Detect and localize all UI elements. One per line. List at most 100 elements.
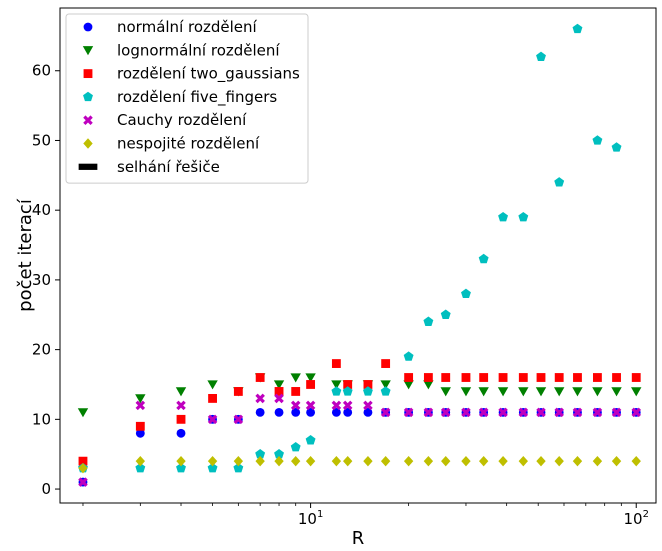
- data-point: [423, 407, 434, 418]
- legend: normální rozdělení lognormální rozdělení r…: [65, 13, 309, 184]
- data-point: [536, 455, 546, 467]
- data-point: [207, 380, 218, 390]
- data-point: [176, 400, 186, 411]
- data-point: [305, 455, 316, 467]
- legend-item: nespojité rozdělení: [83, 135, 260, 153]
- data-point: [331, 359, 341, 368]
- data-point: [233, 387, 243, 396]
- legend-label: normální rozdělení: [117, 18, 258, 36]
- data-point: [612, 373, 621, 382]
- data-point: [207, 462, 218, 473]
- data-points: [77, 23, 642, 487]
- legend-marker: [82, 46, 94, 56]
- data-point: [440, 309, 451, 319]
- data-point: [380, 380, 391, 390]
- data-point: [77, 408, 89, 418]
- data-point: [498, 455, 508, 467]
- legend-item: rozdělení five_fingers: [83, 88, 277, 107]
- data-point: [441, 373, 451, 382]
- data-point: [572, 407, 583, 418]
- data-point: [592, 407, 603, 418]
- y-tick-label: 20: [32, 341, 51, 359]
- data-point: [343, 455, 353, 467]
- data-point: [403, 380, 414, 390]
- legend-label: nespojité rozdělení: [117, 135, 260, 153]
- data-point: [461, 407, 471, 418]
- data-point: [554, 455, 564, 467]
- data-point: [305, 400, 316, 411]
- data-point: [290, 400, 301, 411]
- data-point: [631, 407, 642, 418]
- data-point: [536, 51, 546, 62]
- data-point: [78, 456, 88, 466]
- data-point: [478, 407, 489, 418]
- data-point: [592, 135, 603, 145]
- data-point: [611, 407, 622, 418]
- data-point: [403, 407, 414, 418]
- legend-marker: [78, 163, 98, 170]
- data-point: [342, 386, 353, 396]
- plot-frame: [59, 7, 657, 504]
- data-point: [78, 477, 88, 487]
- data-point: [175, 387, 187, 397]
- data-point: [255, 455, 265, 467]
- data-point: [207, 414, 218, 425]
- data-point: [343, 380, 353, 389]
- data-point: [611, 387, 622, 397]
- legend-label: lognormální rozdělení: [117, 41, 280, 59]
- data-point: [135, 421, 145, 431]
- legend-marker: [83, 22, 93, 32]
- legend-box: [65, 13, 309, 184]
- data-point: [554, 177, 565, 187]
- y-axis-ticks: 0 10 20 30 40 50 60: [32, 62, 60, 498]
- data-point: [273, 380, 285, 390]
- data-point: [274, 387, 284, 396]
- data-point: [573, 373, 582, 382]
- data-point: [233, 414, 244, 425]
- data-point: [611, 142, 622, 152]
- data-point: [176, 414, 186, 424]
- data-point: [306, 407, 316, 417]
- data-point: [518, 211, 529, 222]
- data-point: [404, 373, 414, 382]
- data-point: [342, 400, 353, 411]
- data-point: [498, 407, 508, 418]
- data-point: [498, 373, 508, 382]
- data-point: [553, 387, 565, 397]
- data-point: [135, 455, 146, 467]
- data-point: [592, 387, 603, 397]
- data-point: [380, 407, 391, 418]
- legend-label: rozdělení five_fingers: [117, 88, 277, 107]
- x-axis-label: R: [352, 528, 365, 549]
- data-point: [331, 386, 342, 396]
- legend-label: Cauchy rozdělení: [117, 111, 247, 129]
- data-point: [478, 387, 489, 397]
- data-point: [135, 462, 146, 473]
- x-axis-ticks: 101 102: [82, 503, 649, 528]
- data-point: [593, 373, 602, 382]
- data-point: [274, 393, 284, 404]
- legend-item: normální rozdělení: [83, 18, 258, 36]
- data-point: [518, 455, 528, 467]
- data-point: [176, 462, 186, 473]
- data-point: [362, 386, 373, 396]
- data-point: [423, 316, 434, 326]
- series-3: [78, 359, 641, 466]
- data-point: [631, 387, 642, 397]
- data-point: [380, 386, 391, 396]
- legend-item: selhání řešiče: [78, 158, 220, 176]
- data-point: [305, 435, 316, 445]
- data-point: [461, 373, 471, 382]
- data-point: [572, 23, 583, 34]
- data-point: [535, 387, 547, 397]
- x-tick-label: 102: [624, 509, 649, 528]
- series-6: [78, 455, 641, 474]
- y-tick-label: 0: [41, 480, 51, 498]
- data-point: [135, 428, 145, 438]
- data-point: [306, 380, 316, 389]
- data-point: [440, 387, 451, 397]
- series-4: [78, 23, 622, 473]
- data-point: [478, 455, 489, 467]
- data-point: [440, 407, 451, 418]
